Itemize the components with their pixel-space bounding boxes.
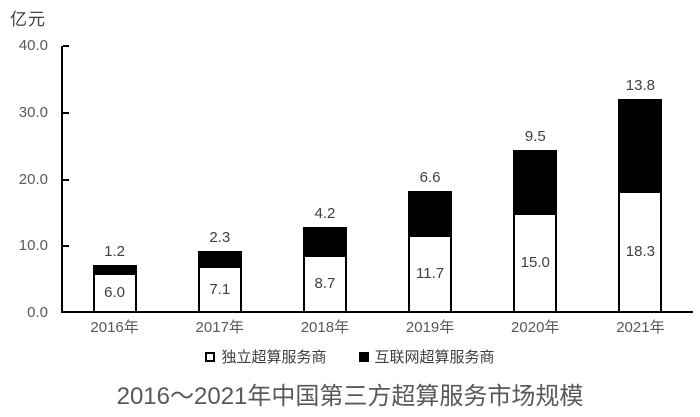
x-axis-category-label: 2017年 — [195, 319, 244, 336]
chart-title: 2016～2021年中国第三方超算服务市场规模 — [116, 383, 584, 410]
internet-value-label: 2.3 — [209, 229, 231, 246]
y-axis-line — [61, 46, 63, 313]
bar-segment-independent — [302, 255, 347, 313]
legend-swatch-white-icon — [205, 351, 216, 362]
y-tick-label: 30.0 — [18, 103, 48, 121]
independent-value-label: 6.0 — [104, 284, 125, 301]
independent-value-label: 18.3 — [625, 243, 655, 260]
x-axis-line — [61, 311, 693, 313]
bar-segment-internet — [92, 265, 137, 273]
y-tick-label: 40.0 — [18, 37, 48, 54]
bar-segment-independent — [197, 266, 242, 313]
independent-value-label: 15.0 — [520, 254, 550, 271]
internet-value-label: 9.5 — [524, 128, 546, 145]
y-axis-unit-label: 亿元 — [10, 10, 46, 29]
y-tick-mark — [63, 178, 69, 181]
internet-value-label: 4.2 — [314, 205, 336, 222]
internet-value-label: 6.6 — [419, 169, 441, 186]
bar-segment-internet — [197, 251, 242, 266]
y-tick-label: 20.0 — [18, 170, 48, 188]
bar-segment-internet — [408, 191, 453, 235]
independent-value-label: 7.1 — [209, 280, 231, 298]
x-axis-category-label: 2016年 — [90, 319, 139, 336]
x-axis-category-label: 2018年 — [300, 319, 350, 336]
internet-value-label: 1.2 — [104, 243, 125, 260]
y-tick-mark — [63, 245, 69, 248]
bar-segment-internet — [302, 227, 347, 255]
x-axis-category-label: 2019年 — [405, 319, 455, 336]
y-tick-mark — [63, 111, 69, 114]
x-axis-category-label: 2020年 — [511, 319, 560, 336]
bar-segment-independent — [92, 273, 137, 313]
x-axis-category-label: 2021年 — [616, 319, 665, 336]
bar-segment-internet — [513, 150, 558, 213]
legend-item-internet: 互联网超算服务商 — [358, 346, 495, 367]
y-tick-mark — [63, 45, 69, 47]
internet-value-label: 13.8 — [625, 77, 655, 94]
legend-label-internet: 互联网超算服务商 — [374, 349, 495, 366]
bar-segment-independent — [408, 235, 453, 313]
bar-segment-internet — [618, 99, 663, 191]
legend-label-independent: 独立超算服务商 — [221, 349, 327, 366]
legend: 独立超算服务商 互联网超算服务商 — [0, 346, 700, 367]
bar-segment-independent — [618, 191, 663, 313]
y-tick-label: 0.0 — [27, 304, 48, 321]
bar-segment-independent — [513, 213, 558, 313]
y-tick-label: 10.0 — [18, 237, 48, 255]
legend-swatch-black-icon — [358, 351, 369, 362]
legend-item-independent: 独立超算服务商 — [205, 346, 327, 367]
independent-value-label: 11.7 — [416, 265, 445, 282]
independent-value-label: 8.7 — [314, 275, 336, 292]
